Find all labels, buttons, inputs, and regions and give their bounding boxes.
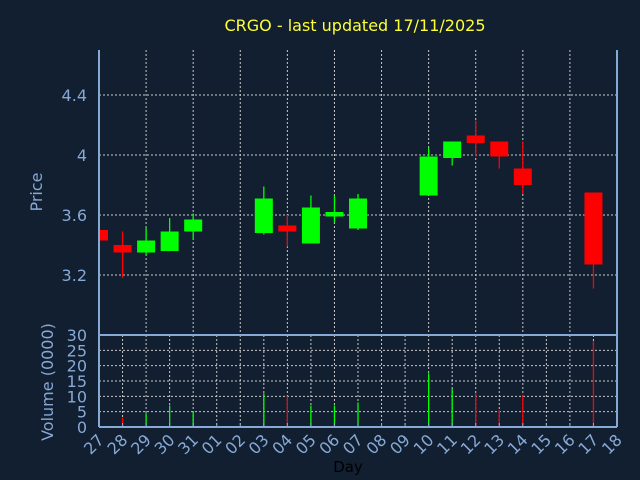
y-tick-label: 3.6 xyxy=(62,206,87,225)
candle-body xyxy=(254,198,273,233)
candle-body xyxy=(184,219,203,232)
candles xyxy=(99,120,603,289)
candle-body xyxy=(443,141,462,158)
volume-bars xyxy=(121,341,595,427)
candle-body xyxy=(419,156,438,196)
volume-tick-label: 25 xyxy=(67,341,87,360)
volume-tick-label: 0 xyxy=(77,418,87,437)
candle-body xyxy=(160,231,179,251)
volume-tick-label: 30 xyxy=(67,326,87,345)
y-tick-label: 4.4 xyxy=(62,86,87,105)
y-tick-label: 3.2 xyxy=(62,266,87,285)
volume-tick-label: 15 xyxy=(67,372,87,391)
candle-body xyxy=(113,245,132,253)
x-tick-label: 18 xyxy=(598,430,626,458)
candle-body xyxy=(490,141,509,157)
candle-body xyxy=(325,212,344,217)
volume-tick-label: 20 xyxy=(67,357,87,376)
candle-body xyxy=(99,230,108,241)
x-axis-label: Day xyxy=(333,458,363,476)
volume-tick-label: 5 xyxy=(77,403,87,422)
y-axis-label: Price xyxy=(27,172,46,211)
candle-body xyxy=(137,240,156,253)
chart-title: CRGO - last updated 17/11/2025 xyxy=(224,16,485,35)
candle-body xyxy=(584,192,603,265)
candle-body xyxy=(466,135,485,143)
volume-tick-label: 10 xyxy=(67,387,87,406)
y-tick-label: 4 xyxy=(77,146,87,165)
candle-body xyxy=(301,207,320,244)
candle-body xyxy=(349,198,367,229)
candle-body xyxy=(513,168,532,185)
candle-body xyxy=(278,225,297,232)
volume-axis-label: Volume (0000) xyxy=(38,323,57,441)
